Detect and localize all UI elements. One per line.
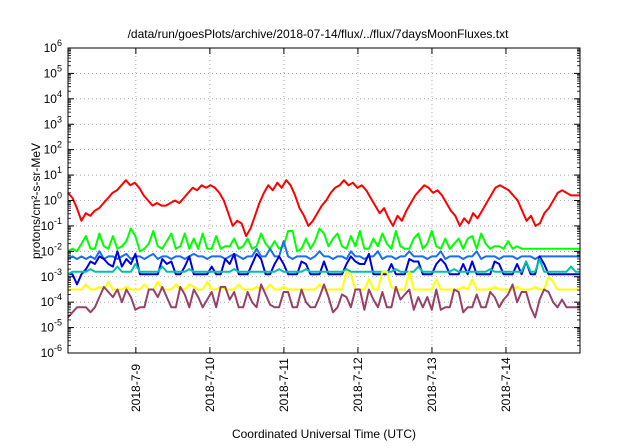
y-tick-label: 10-1 <box>41 216 62 233</box>
x-tick-label: 2018-7-13 <box>425 357 439 412</box>
series-line-4 <box>68 250 580 286</box>
y-tick-label: 10-4 <box>41 292 62 309</box>
series-group <box>67 179 580 319</box>
grid <box>68 48 580 353</box>
series-line-2 <box>67 227 580 253</box>
x-tick-label: 2018-7-9 <box>129 364 143 412</box>
series-line-5 <box>67 258 580 276</box>
y-tick-label: 10-3 <box>41 267 62 284</box>
axis-ticks: 10-6 10-5 10-4 10-3 10-2 10-1 100 101 102 103 104 1… <box>41 38 580 412</box>
y-tick-label: 101 <box>44 165 62 182</box>
y-tick-label: 10-6 <box>41 343 62 360</box>
y-tick-label: 105 <box>44 63 62 80</box>
series-line-1 <box>67 179 580 238</box>
series-line-7 <box>67 283 580 319</box>
x-axis-label: Coordinated Universal Time (UTC) <box>232 427 416 441</box>
chart-title: /data/run/goesPlots/archive/2018-07-14/f… <box>128 27 510 41</box>
x-tick-label: 2018-7-10 <box>203 357 217 412</box>
series-line-3 <box>67 240 580 260</box>
y-tick-label: 104 <box>44 89 62 106</box>
y-tick-label: 103 <box>44 114 62 131</box>
y-axis-label: protons/cm²-s-sr-MeV <box>29 143 43 259</box>
x-tick-label: 2018-7-11 <box>277 358 291 412</box>
x-tick-label: 2018-7-12 <box>351 357 365 412</box>
y-tick-label: 106 <box>44 38 62 55</box>
x-tick-label: 2018-7-14 <box>499 357 513 412</box>
y-tick-label: 102 <box>44 140 62 157</box>
y-tick-label: 100 <box>44 191 62 208</box>
y-tick-label: 10-5 <box>41 318 62 335</box>
y-tick-label: 10-2 <box>41 241 62 258</box>
